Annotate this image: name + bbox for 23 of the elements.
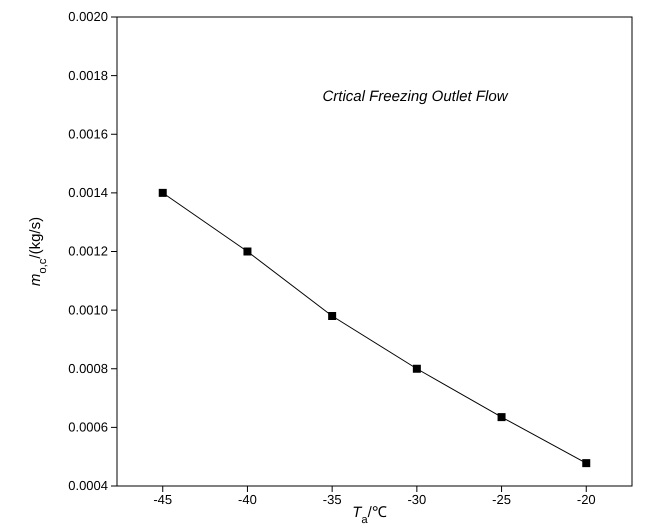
y-tick-label: 0.0012	[68, 244, 108, 259]
y-tick-label: 0.0010	[68, 302, 108, 318]
point	[582, 459, 590, 468]
y-tick-label: 0.0018	[68, 68, 108, 83]
x-tick-label: -45	[153, 492, 172, 508]
y-tick-label: 0.0008	[68, 360, 108, 376]
x-axis-title: T$_{a}$/℃	[352, 504, 387, 524]
x-tick-label: -40	[238, 492, 257, 508]
text: Crtical Freezing Outlet Flow	[322, 88, 509, 105]
y-tick-label: 0.0006	[68, 420, 108, 435]
point	[243, 248, 252, 256]
y-tick-label: 0.0016	[68, 126, 108, 142]
y-tick-label: 0.0020	[68, 9, 108, 24]
x-tick-label: -35	[322, 492, 342, 508]
x-tick-label: -25	[492, 492, 511, 508]
point	[158, 188, 167, 197]
point	[412, 364, 421, 373]
point	[328, 312, 336, 320]
y-tick-label: 0.0004	[68, 478, 108, 494]
y-tick-label: 0.0014	[68, 185, 108, 200]
x-tick-label: -30	[407, 492, 426, 508]
point	[498, 413, 506, 422]
x-tick-label: -20	[576, 492, 596, 508]
